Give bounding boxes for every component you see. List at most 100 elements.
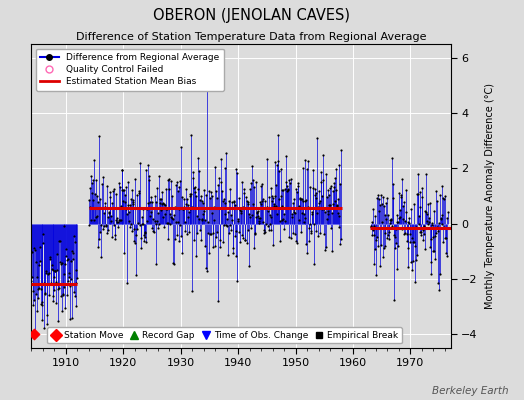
Point xyxy=(190,184,199,191)
Point xyxy=(289,230,297,236)
Point xyxy=(297,229,305,236)
Point xyxy=(232,228,240,234)
Point xyxy=(153,184,161,191)
Point xyxy=(435,220,443,227)
Point xyxy=(233,278,241,285)
Point xyxy=(94,199,102,205)
Point xyxy=(53,286,62,292)
Point xyxy=(135,188,143,194)
Point xyxy=(126,202,134,208)
Point xyxy=(288,200,297,206)
Point xyxy=(293,240,301,246)
Point xyxy=(226,222,234,228)
Point xyxy=(255,220,263,226)
Point xyxy=(382,216,390,222)
Point xyxy=(139,206,147,212)
Point xyxy=(285,177,293,183)
Point xyxy=(439,195,447,201)
Point xyxy=(242,194,250,200)
Point xyxy=(366,331,375,337)
Point xyxy=(320,231,329,238)
Point xyxy=(181,200,190,207)
Point xyxy=(254,215,263,222)
Point xyxy=(183,214,192,220)
Point xyxy=(63,257,72,263)
Point xyxy=(156,196,164,202)
Point xyxy=(42,321,51,328)
Point xyxy=(173,219,182,225)
Point xyxy=(54,318,62,324)
Point xyxy=(215,174,223,181)
Point xyxy=(159,214,167,220)
Point xyxy=(406,239,414,245)
Point xyxy=(414,171,422,178)
Point xyxy=(319,151,327,158)
Point xyxy=(320,206,328,212)
Point xyxy=(396,213,405,220)
Point xyxy=(185,190,194,197)
Point xyxy=(164,177,172,183)
Point xyxy=(263,203,271,210)
Point xyxy=(441,235,449,242)
Point xyxy=(253,210,261,216)
Point xyxy=(402,209,410,215)
Point xyxy=(105,209,113,216)
Point xyxy=(97,181,106,187)
Point xyxy=(424,221,432,228)
Point xyxy=(308,208,316,215)
Point xyxy=(322,243,330,250)
Point xyxy=(103,227,112,234)
Point xyxy=(268,198,277,204)
Point xyxy=(389,194,397,201)
Point xyxy=(69,233,78,239)
Point xyxy=(123,280,132,286)
Point xyxy=(72,267,81,273)
Point xyxy=(271,192,279,199)
Point xyxy=(47,280,55,286)
Point xyxy=(328,210,336,216)
Point xyxy=(152,199,161,206)
Point xyxy=(91,205,100,211)
Point xyxy=(102,222,111,229)
Point xyxy=(430,248,439,254)
Point xyxy=(235,229,244,235)
Point xyxy=(278,202,287,209)
Point xyxy=(250,245,258,251)
Point xyxy=(123,211,131,218)
Point xyxy=(191,188,200,195)
Point xyxy=(34,286,42,292)
Point xyxy=(294,180,302,186)
Point xyxy=(155,173,163,180)
Point xyxy=(159,200,167,206)
Point xyxy=(128,228,136,234)
Point xyxy=(238,203,247,210)
Point xyxy=(304,225,313,231)
Point xyxy=(59,291,67,297)
Point xyxy=(227,198,236,205)
Point xyxy=(394,243,402,250)
Point xyxy=(336,180,344,187)
Point xyxy=(368,206,377,212)
Point xyxy=(187,132,195,138)
Point xyxy=(278,187,286,193)
Point xyxy=(247,180,256,186)
Point xyxy=(120,187,128,193)
Point xyxy=(232,166,241,172)
Point xyxy=(271,203,280,209)
Point xyxy=(52,279,60,285)
Point xyxy=(376,263,385,270)
Point xyxy=(418,185,427,192)
Point xyxy=(185,209,193,216)
Point xyxy=(376,202,384,209)
Point xyxy=(388,181,397,188)
Point xyxy=(196,227,204,233)
Point xyxy=(190,237,198,243)
Point xyxy=(188,204,196,210)
Point xyxy=(437,214,445,221)
Point xyxy=(29,302,37,308)
Point xyxy=(395,215,403,221)
Point xyxy=(92,214,100,220)
Point xyxy=(63,292,71,298)
Point xyxy=(145,173,154,179)
Point xyxy=(136,222,145,228)
